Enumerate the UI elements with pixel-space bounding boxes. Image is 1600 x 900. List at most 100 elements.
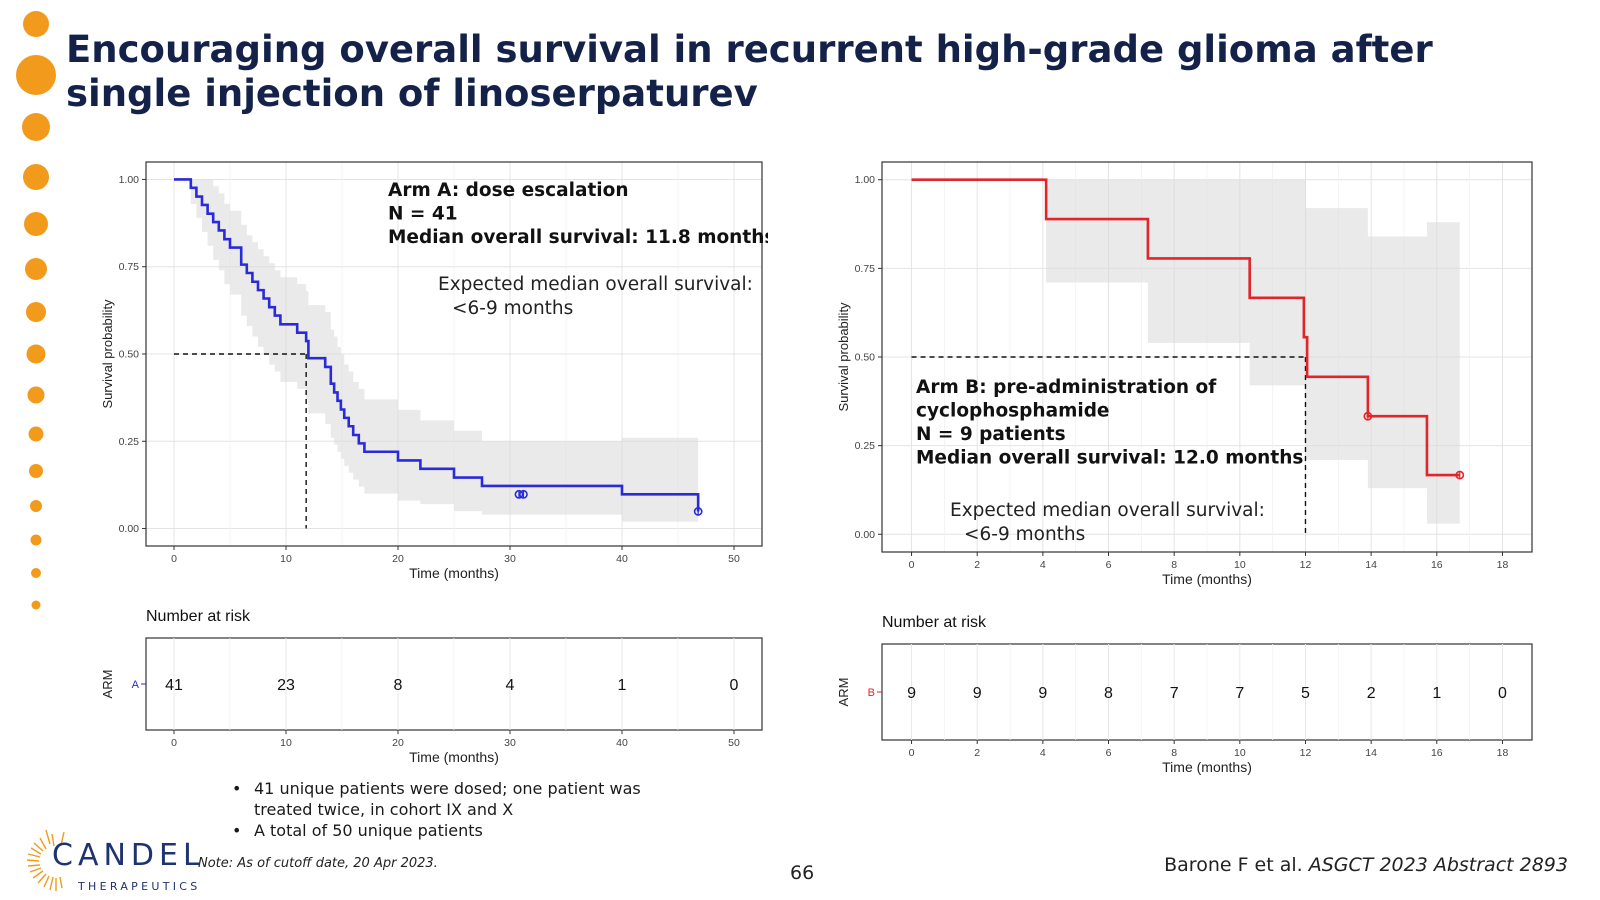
risk-table-arm-a-count: 0 [730,677,739,694]
chart-arm-b-xtick-label: 0 [909,559,915,571]
risk-table-arm-b-count: 8 [1104,685,1113,702]
chart-arm-b-xtick-label: 4 [1040,559,1046,571]
decorative-dots [16,11,56,610]
chart-arm-a-annotation-expected: <6-9 months [452,298,573,319]
decorative-dot [27,386,45,404]
chart-arm-a-ytick-label: 1.00 [119,174,140,186]
risk-table-arm-a-xtick-label: 40 [616,737,628,749]
chart-arm-b-xtick-label: 14 [1365,559,1377,571]
risk-table-arm-b-xtick-label: 18 [1497,747,1509,759]
decorative-dot [16,55,56,95]
risk-table-arm-b-count: 9 [973,685,982,702]
decorative-dot [26,344,46,364]
decorative-dot [31,600,41,610]
decorative-dot [23,164,49,190]
risk-table-arm-b-count: 7 [1235,685,1244,702]
chart-arm-b-annotation-bold: Arm B: pre-administration of [916,377,1217,398]
risk-table-arm-a-title: Number at risk [146,608,251,625]
risk-table-arm-b-count: 9 [1038,685,1047,702]
chart-arm-b-ytick-label: 1.00 [855,174,876,186]
risk-table-arm-a-xtick-label: 50 [728,737,740,749]
page-number: 66 [790,862,815,884]
decorative-dot [31,568,41,578]
chart-arm-a-annotation-bold: Median overall survival: 11.8 months [388,227,768,248]
decorative-dot [24,212,48,236]
candel-logo: CANDEL THERAPEUTICS [22,824,202,896]
risk-table-arm-a-count: 8 [394,677,403,694]
risk-table-arm-a-y-axis-title: ARM [100,670,115,699]
citation-authors: Barone F et al. [1164,854,1309,876]
chart-arm-b-xtick-label: 6 [1106,559,1112,571]
chart-arm-b-xtick-label: 2 [974,559,980,571]
decorative-dot [29,464,43,478]
risk-table-arm-b-xtick-label: 10 [1234,747,1246,759]
chart-arm-b-x-axis-title: Time (months) [1162,571,1252,587]
risk-table-arm-b-xtick-label: 2 [974,747,980,759]
risk-table-arm-a-xtick-label: 10 [280,737,292,749]
chart-arm-a-ytick-label: 0.00 [119,523,140,535]
chart-arm-b-xtick-label: 8 [1171,559,1177,571]
risk-table-arm-a-xtick-label: 20 [392,737,404,749]
chart-arm-a-annotation-expected: Expected median overall survival: [438,274,753,295]
risk-table-arm-b-count: 2 [1367,685,1376,702]
risk-table-arm-b-count: 1 [1432,685,1441,702]
chart-arm-b-annotation-expected: Expected median overall survival: [950,500,1265,521]
chart-arm-b-xtick-label: 10 [1234,559,1246,571]
chart-arm-b-survival-curve [911,178,1460,477]
chart-arm-a-xtick-label: 10 [280,553,292,565]
chart-arm-b-ytick-label: 0.25 [855,440,876,452]
cutoff-note: Note: As of cutoff date, 20 Apr 2023. [198,856,438,871]
risk-table-arm-a-x-axis-title: Time (months) [409,749,499,765]
risk-table-arm-a-arm-label: A [132,679,140,691]
risk-table-arm-b-xtick-label: 8 [1171,747,1177,759]
risk-table-arm-a-count: 23 [277,677,295,694]
slide-title: Encouraging overall survival in recurren… [66,28,1433,115]
risk-table-arm-b-title: Number at risk [882,614,987,631]
risk-table-arm-b-xtick-label: 14 [1365,747,1377,759]
risk-table-arm-b-xtick-label: 16 [1431,747,1443,759]
risk-table-arm-b-count: 7 [1170,685,1179,702]
chart-arm-a-xtick-label: 40 [616,553,628,565]
risk-table-arm-a-count: 41 [165,677,183,694]
chart-arm-a-y-axis-title: Survival probability [100,299,115,409]
chart-arm-b-y-axis-title: Survival probability [836,302,851,412]
risk-table-arm-a-count: 1 [618,677,627,694]
decorative-dot [30,500,42,512]
chart-arm-a-confidence-band [174,179,699,522]
chart-arm-a-x-axis-title: Time (months) [409,565,499,581]
risk-table-arm-a-xtick-label: 30 [504,737,516,749]
chart-arm-b-xtick-label: 18 [1497,559,1509,571]
risk-table-arm-b-arm-label: B [868,687,875,699]
risk-table-arm-a-count: 4 [506,677,515,694]
logo-name: CANDEL [52,838,205,873]
chart-arm-a-ytick-label: 0.50 [119,349,140,361]
decorative-dot [25,258,47,280]
decorative-dot [23,11,49,37]
risk-table-arm-b-y-axis-title: ARM [836,678,851,707]
risk-table-arm-b-xtick-label: 6 [1106,747,1112,759]
chart-arm-a-annotation-bold: Arm A: dose escalation [388,180,629,201]
bullet-item: 41 unique patients were dosed; one patie… [228,778,688,820]
chart-arm-a-ytick-label: 0.75 [119,261,140,273]
chart-arm-b-xtick-label: 16 [1431,559,1443,571]
citation-source: ASGCT 2023 Abstract 2893 [1308,854,1568,876]
risk-table-arm-b-xtick-label: 0 [909,747,915,759]
risk-table-arm-b-x-axis-title: Time (months) [1162,759,1252,775]
risk-table-arm-b-xtick-label: 12 [1300,747,1312,759]
sunburst-icon [26,829,65,891]
chart-arm-b-ytick-label: 0.75 [855,263,876,275]
chart-arm-b-annotation-expected: <6-9 months [964,524,1085,545]
chart-arm-a-xtick-label: 30 [504,553,516,565]
bullet-list: 41 unique patients were dosed; one patie… [228,778,688,841]
risk-table-arm-b-xtick-label: 4 [1040,747,1046,759]
decorative-dot [22,113,50,141]
chart-arm-a-xtick-label: 20 [392,553,404,565]
chart-arm-a-survival-curve [174,178,700,512]
chart-arm-a-annotation-bold: N = 41 [388,204,458,225]
risk-table-arm-a-xtick-label: 0 [171,737,177,749]
survival-chart-arm-b: 0 2 4 6 8 10 12 14 16 180.000.250.500.751.00Time … [836,161,1533,775]
decorative-dot [28,426,44,442]
citation: Barone F et al. ASGCT 2023 Abstract 2893 [1164,854,1568,876]
chart-arm-b-xtick-label: 12 [1300,559,1312,571]
